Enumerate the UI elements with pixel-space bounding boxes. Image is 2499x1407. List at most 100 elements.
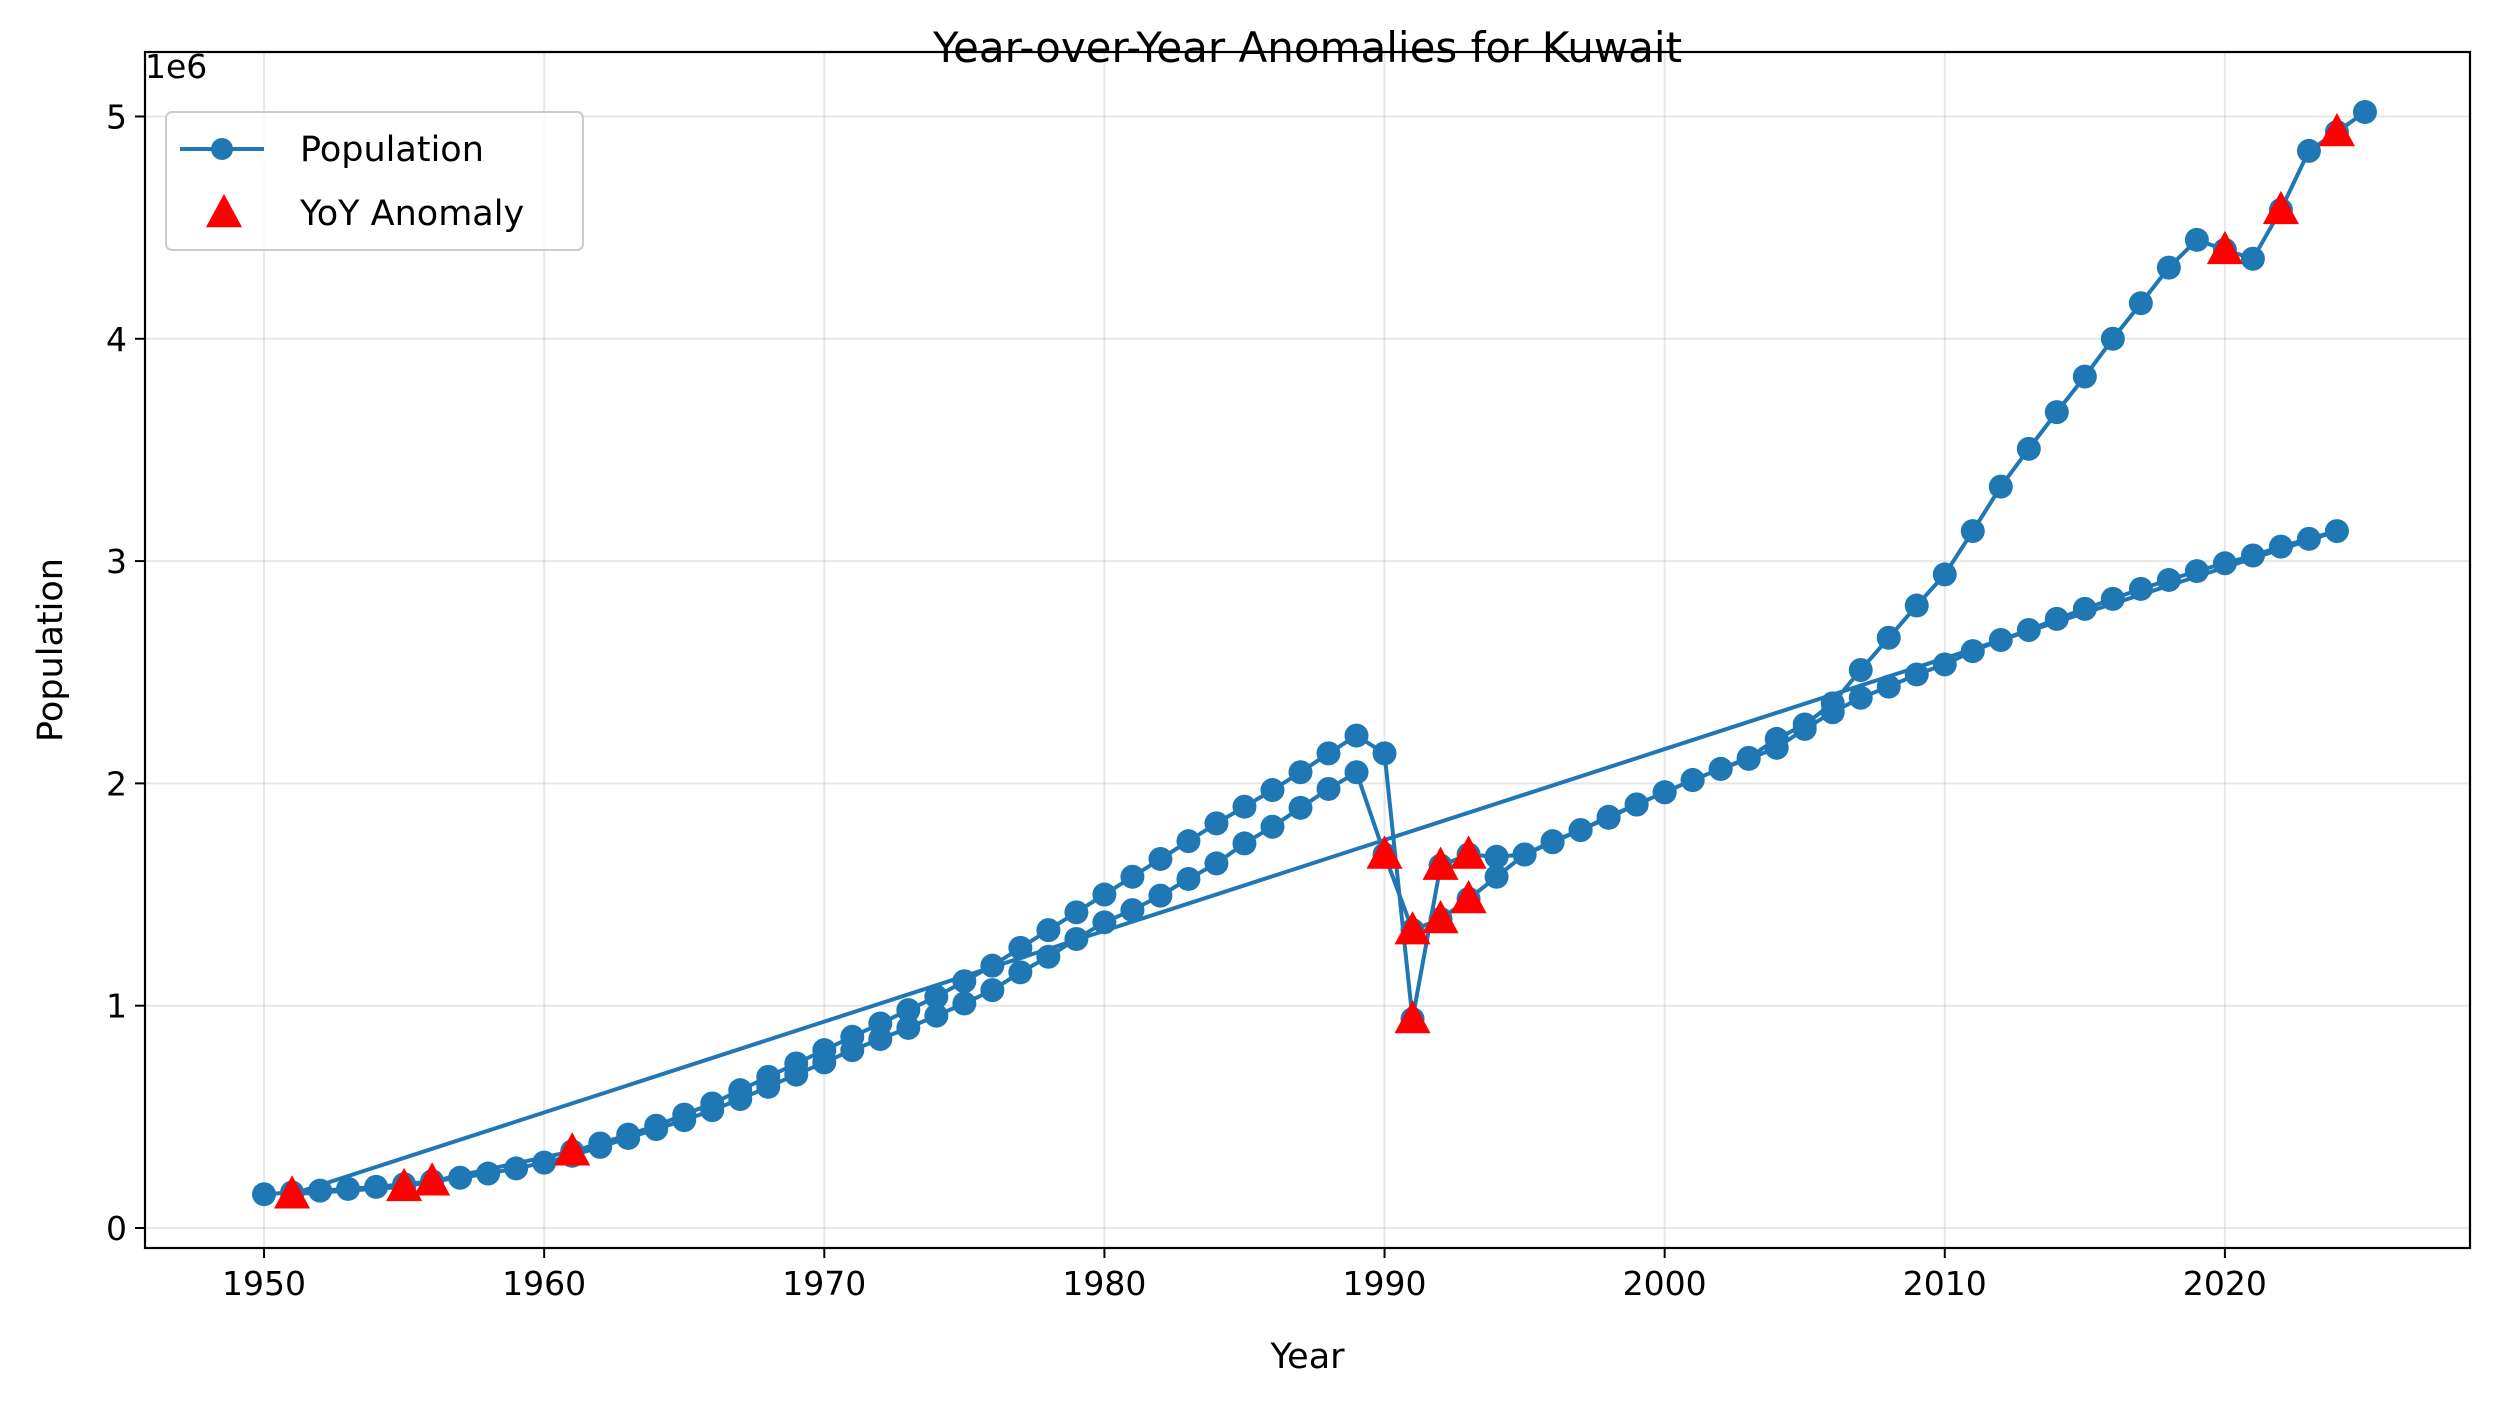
anomaly-point bbox=[274, 1175, 311, 1209]
population-point bbox=[1596, 804, 1621, 829]
anomaly-point bbox=[2262, 190, 2299, 225]
population-point bbox=[672, 1102, 697, 1127]
legend-anomaly-label: YoY Anomaly bbox=[299, 194, 524, 234]
population-point bbox=[644, 1113, 669, 1138]
population-point bbox=[1904, 662, 1929, 687]
y-tick-label: 2 bbox=[106, 764, 127, 803]
population-point bbox=[840, 1024, 865, 1049]
population-point bbox=[756, 1064, 781, 1089]
population-point bbox=[1960, 519, 1985, 544]
population-point bbox=[1036, 918, 1061, 943]
population-point bbox=[1260, 814, 1285, 839]
population-point bbox=[2268, 534, 2293, 559]
population-point bbox=[1624, 792, 1649, 817]
population-point bbox=[1008, 935, 1033, 960]
population-point bbox=[952, 969, 977, 994]
x-tick-label: 2020 bbox=[2183, 1264, 2267, 1303]
population-point bbox=[1288, 760, 1313, 785]
x-tick-label: 1970 bbox=[782, 1264, 866, 1303]
population-point bbox=[1960, 639, 1985, 664]
y-tick-label: 0 bbox=[106, 1209, 127, 1248]
population-point bbox=[588, 1131, 613, 1156]
population-point bbox=[2044, 400, 2069, 425]
anomaly-point bbox=[2318, 113, 2355, 147]
anomaly-point bbox=[1422, 846, 1459, 880]
y-tick-label: 3 bbox=[106, 542, 127, 581]
population-point bbox=[1512, 842, 1537, 867]
anomaly-point bbox=[1394, 911, 1431, 945]
population-point bbox=[1344, 760, 1369, 785]
population-point bbox=[1064, 900, 1089, 925]
y-tick-label: 1 bbox=[106, 987, 127, 1026]
x-tick-label: 2000 bbox=[1623, 1264, 1707, 1303]
population-point bbox=[1736, 745, 1761, 770]
population-point bbox=[336, 1176, 361, 1201]
population-point bbox=[1372, 741, 1397, 766]
population-point bbox=[1232, 794, 1257, 819]
anomaly-point bbox=[554, 1132, 591, 1166]
population-point bbox=[952, 991, 977, 1016]
population-point bbox=[868, 1011, 893, 1036]
population-point bbox=[504, 1156, 529, 1181]
population-point bbox=[1204, 811, 1229, 836]
population-point bbox=[1680, 768, 1705, 793]
population-point bbox=[1904, 593, 1929, 618]
axes-frame bbox=[143, 50, 2472, 1250]
population-point bbox=[896, 998, 921, 1023]
population-point bbox=[2240, 543, 2265, 568]
y-tick-label: 5 bbox=[106, 97, 127, 136]
population-point bbox=[784, 1051, 809, 1076]
population-point bbox=[1036, 944, 1061, 969]
population-point bbox=[2184, 227, 2209, 252]
population-point bbox=[728, 1078, 753, 1103]
y-axis-label: Population bbox=[31, 558, 71, 742]
population-point bbox=[2016, 617, 2041, 642]
x-tick-label: 1980 bbox=[1062, 1264, 1146, 1303]
anomaly-point bbox=[1394, 1000, 1431, 1034]
population-point bbox=[2296, 526, 2321, 551]
population-point bbox=[2016, 436, 2041, 461]
population-point bbox=[1176, 866, 1201, 891]
population-point bbox=[2072, 364, 2097, 389]
population-point bbox=[1344, 723, 1369, 748]
population-point bbox=[2128, 576, 2153, 601]
y-tick-label: 4 bbox=[106, 320, 127, 359]
x-tick-label: 1960 bbox=[502, 1264, 586, 1303]
population-point bbox=[476, 1161, 501, 1186]
x-tick-label: 1990 bbox=[1343, 1264, 1427, 1303]
population-point bbox=[1092, 910, 1117, 935]
population-point bbox=[2072, 596, 2097, 621]
x-tick-label: 2010 bbox=[1903, 1264, 1987, 1303]
population-point bbox=[1204, 851, 1229, 876]
population-point bbox=[308, 1178, 333, 1203]
x-axis-label: Year bbox=[1269, 1337, 1345, 1377]
x-tick-label: 1950 bbox=[222, 1264, 306, 1303]
population-point bbox=[924, 1003, 949, 1028]
population-point bbox=[2100, 326, 2125, 351]
population-point bbox=[2352, 100, 2377, 125]
population-line bbox=[263, 110, 2367, 1197]
plot-area bbox=[252, 100, 2377, 1209]
population-point bbox=[448, 1165, 473, 1190]
population-point bbox=[2212, 551, 2237, 576]
population-point bbox=[1876, 674, 1901, 699]
y-axis-offset-label: 1e6 bbox=[145, 47, 207, 86]
legend: Population YoY Anomaly bbox=[165, 111, 584, 251]
population-point bbox=[2324, 519, 2349, 544]
population-point bbox=[616, 1122, 641, 1147]
legend-population-marker bbox=[211, 138, 233, 160]
population-point bbox=[896, 1015, 921, 1040]
population-point bbox=[1652, 780, 1677, 805]
population-point bbox=[2156, 567, 2181, 592]
population-point bbox=[1876, 625, 1901, 650]
population-point bbox=[1764, 726, 1789, 751]
population-point bbox=[2240, 246, 2265, 271]
anomaly-point bbox=[386, 1167, 423, 1202]
anomaly-point bbox=[1422, 899, 1459, 934]
population-point bbox=[700, 1091, 725, 1116]
population-point bbox=[2296, 138, 2321, 163]
population-point bbox=[2156, 255, 2181, 280]
population-point bbox=[1792, 712, 1817, 737]
anomaly-point bbox=[1450, 835, 1487, 869]
population-point bbox=[1148, 846, 1173, 871]
